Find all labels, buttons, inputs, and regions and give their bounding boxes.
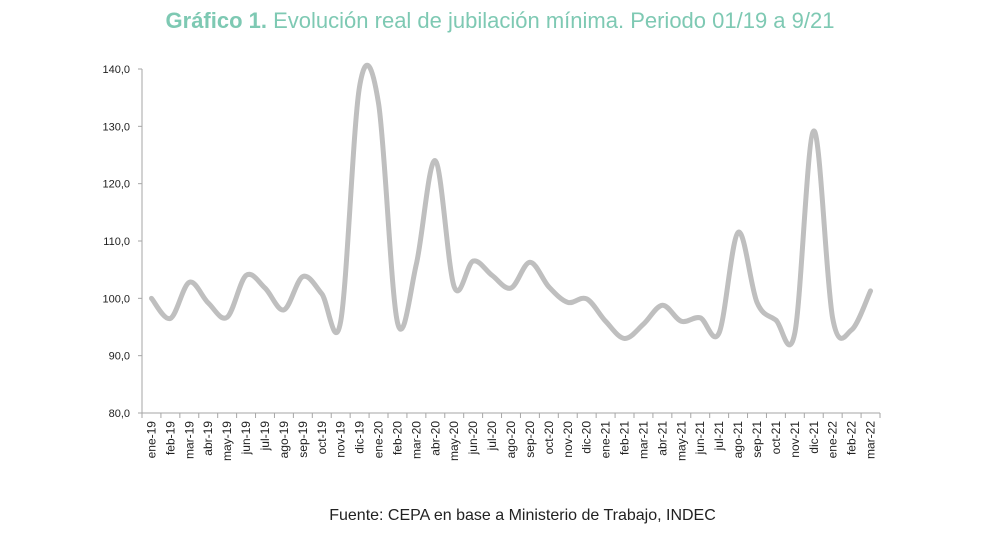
x-tick-label: jul-21 <box>712 421 726 452</box>
x-tick-label: sep-20 <box>523 421 537 458</box>
series-group <box>148 62 874 348</box>
data-point <box>471 259 475 263</box>
x-tick-label: oct-20 <box>542 421 556 455</box>
data-point <box>774 318 778 322</box>
x-tick-label: nov-19 <box>334 421 348 458</box>
data-point <box>812 129 816 133</box>
y-tick-label: 80,0 <box>109 408 130 420</box>
x-tick-label: mar-19 <box>182 421 196 459</box>
x-tick-label: sep-21 <box>750 421 764 458</box>
data-point <box>320 292 324 296</box>
y-tick-label: 90,0 <box>109 351 130 363</box>
data-point <box>698 316 702 320</box>
data-point <box>793 331 797 335</box>
data-point <box>168 316 172 320</box>
x-tick-label: oct-21 <box>769 421 783 455</box>
x-tick-label: ene-22 <box>826 421 840 459</box>
x-tick-label: abr-21 <box>655 421 669 456</box>
x-tick-label: ago-19 <box>277 421 291 459</box>
data-point <box>149 296 153 300</box>
data-point <box>244 273 248 277</box>
x-tick-label: mar-22 <box>864 421 878 459</box>
y-axis: 80,0 90,0 100,0 110,0 120,0 130,0 140,0 <box>102 64 143 420</box>
x-tick-label: feb-22 <box>845 421 859 455</box>
data-point <box>604 319 608 323</box>
data-point <box>358 84 362 88</box>
x-tick-label: ago-20 <box>504 421 518 459</box>
data-point <box>850 328 854 332</box>
data-point <box>679 319 683 323</box>
data-point <box>755 300 759 304</box>
x-tick-label: may-19 <box>220 421 234 461</box>
data-point <box>736 230 740 234</box>
x-tick-label: dic-21 <box>807 421 821 454</box>
x-tick-label: abr-19 <box>201 421 215 456</box>
data-point <box>225 315 229 319</box>
x-tick-label: dic-19 <box>353 421 367 454</box>
x-tick-label: jul-19 <box>258 421 272 452</box>
data-point <box>377 101 381 105</box>
x-tick-label: may-21 <box>674 421 688 461</box>
y-tick-label: 130,0 <box>102 121 130 133</box>
data-point <box>869 289 873 293</box>
x-tick-label: feb-20 <box>390 421 404 455</box>
x-tick-label: nov-21 <box>788 421 802 458</box>
data-point <box>433 159 437 163</box>
x-tick-label: ene-21 <box>599 421 613 459</box>
data-point <box>547 285 551 289</box>
data-point <box>566 300 570 304</box>
data-point <box>414 262 418 266</box>
data-point <box>660 303 664 307</box>
data-point <box>301 275 305 279</box>
x-axis: ene-19 feb-19 mar-19 abr-19 may-19 jun-19 jul-… <box>141 412 881 461</box>
x-tick-label: ene-19 <box>144 421 158 459</box>
x-tick-label: nov-20 <box>561 421 575 458</box>
data-point <box>831 316 835 320</box>
x-tick-label: ene-20 <box>372 421 386 459</box>
x-tick-label: feb-19 <box>163 421 177 455</box>
data-point <box>395 320 399 324</box>
y-tick-label: 100,0 <box>102 293 130 305</box>
data-point <box>187 280 191 284</box>
source-note: Fuente: CEPA en base a Ministerio de Tra… <box>329 507 716 524</box>
chart-title-number: Gráfico 1. <box>165 8 267 33</box>
y-tick-label: 140,0 <box>102 64 130 76</box>
data-point <box>509 286 513 290</box>
x-tick-label: jun-21 <box>693 421 707 456</box>
data-point <box>717 331 721 335</box>
data-point <box>528 260 532 264</box>
data-point <box>206 301 210 305</box>
data-point <box>585 297 589 301</box>
x-tick-label: sep-19 <box>296 421 310 458</box>
data-point <box>452 285 456 289</box>
data-point <box>641 322 645 326</box>
data-point <box>623 336 627 340</box>
x-tick-label: may-20 <box>447 421 461 461</box>
data-point <box>339 319 343 323</box>
y-tick-label: 120,0 <box>102 179 130 191</box>
x-tick-label: mar-20 <box>409 421 423 459</box>
x-tick-label: jul-20 <box>485 421 499 452</box>
x-tick-label: mar-21 <box>636 421 650 459</box>
data-point <box>490 273 494 277</box>
x-tick-label: feb-21 <box>618 421 632 455</box>
x-tick-label: dic-20 <box>580 421 594 454</box>
x-tick-label: jun-20 <box>466 421 480 456</box>
chart-title: Gráfico 1. Evolución real de jubilación … <box>0 8 1000 34</box>
x-tick-label: jun-19 <box>239 421 253 456</box>
y-tick-label: 110,0 <box>103 236 130 248</box>
x-tick-label: oct-19 <box>315 421 329 455</box>
chart-title-text: Evolución real de jubilación mínima. Per… <box>273 8 835 33</box>
data-point <box>282 308 286 312</box>
data-point <box>263 286 267 290</box>
x-tick-label: ago-21 <box>731 421 745 459</box>
series-line <box>148 62 874 348</box>
x-tick-label: abr-20 <box>428 421 442 456</box>
